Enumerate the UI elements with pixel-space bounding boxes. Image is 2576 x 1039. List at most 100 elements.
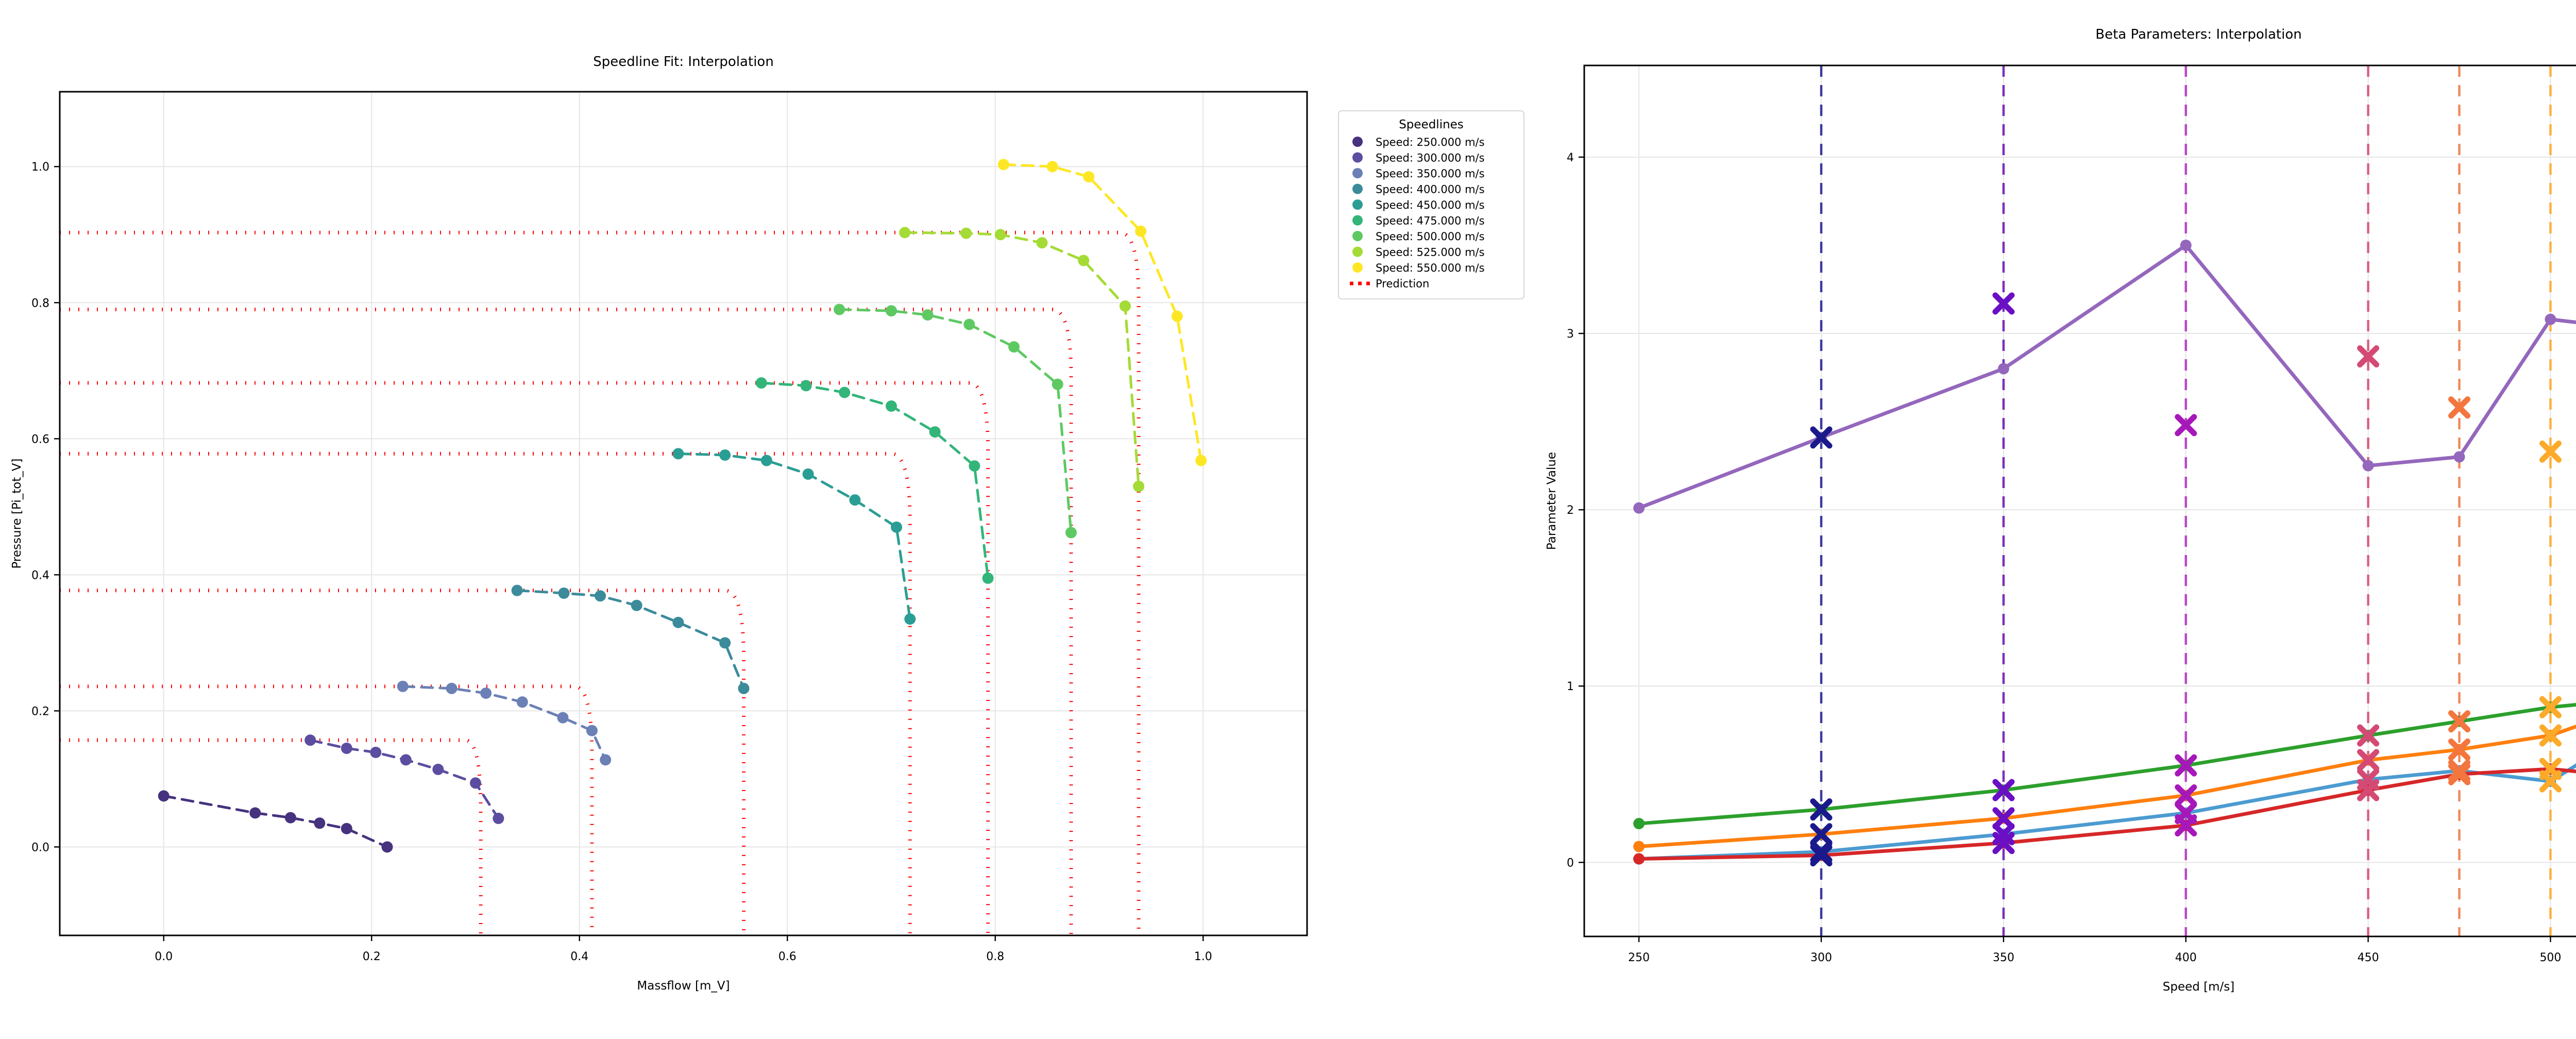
parameter-data-point bbox=[2545, 313, 2556, 325]
speedline-data-point bbox=[1083, 171, 1095, 183]
beta-parameters-plot: 25030035040045050055001234Beta Parameter… bbox=[1545, 27, 2576, 994]
speedline-data-point bbox=[904, 613, 916, 625]
legend-item[interactable]: Speed: 550.000 m/s bbox=[1352, 262, 1485, 274]
speedline-data-point bbox=[760, 455, 772, 466]
legend-item[interactable]: Speed: 400.000 m/s bbox=[1352, 183, 1485, 196]
legend-marker-icon bbox=[1352, 168, 1363, 178]
speedline-data-point bbox=[849, 494, 861, 506]
speedline-data-point bbox=[1195, 455, 1207, 466]
prediction-value-marker bbox=[2357, 724, 2380, 747]
speedline-fit-curve bbox=[1002, 163, 1202, 462]
prediction-value-marker bbox=[1992, 832, 2015, 854]
speedline-fit-plot: 0.0 0.2 0.4 0.6 0.8 1.0 0.0 0.2 0.4 0.6 0.8 1.0 Spee… bbox=[10, 54, 1524, 993]
beta-parameters-panel: 25030035040045050055001234Beta Parameter… bbox=[1538, 0, 2576, 1039]
speedline-data-point bbox=[960, 227, 972, 239]
axis-ticks: 0.0 0.2 0.4 0.6 0.8 1.0 0.0 0.2 0.4 0.6 0.8 1.0 bbox=[31, 161, 1212, 963]
prediction-value-marker bbox=[2448, 710, 2471, 733]
prediction-value-marker bbox=[2448, 763, 2471, 785]
parameter-data-point bbox=[2180, 239, 2192, 251]
speedline-data-point bbox=[284, 812, 296, 824]
prediction-value-marker bbox=[2448, 396, 2471, 419]
speedline-data-point bbox=[800, 380, 812, 392]
speedline-data-point bbox=[1135, 225, 1147, 237]
speedline-data-point bbox=[1065, 527, 1077, 539]
legend-item[interactable]: Prediction bbox=[1350, 278, 1429, 290]
legend-item-label: Speed: 350.000 m/s bbox=[1376, 167, 1485, 180]
speedline-data-point bbox=[899, 227, 911, 239]
x-tick-label: 450 bbox=[2358, 951, 2379, 964]
speedline-data-point bbox=[314, 817, 326, 829]
parameter-data-point bbox=[1633, 841, 1645, 852]
speedline-data-point bbox=[969, 460, 980, 472]
left-y-axis-label: Pressure [Pi_tot_V] bbox=[10, 458, 24, 568]
y-tick-label: 1 bbox=[1567, 680, 1574, 693]
x-tick-label: 350 bbox=[1993, 951, 2014, 964]
speedline-data-point bbox=[886, 305, 897, 317]
speedline-data-point bbox=[755, 377, 767, 389]
prediction-curves bbox=[60, 230, 1141, 935]
prediction-value-marker bbox=[2539, 724, 2562, 747]
speedline-data-point bbox=[341, 742, 352, 754]
speedlines-legend[interactable]: Speedlines Speed: 250.000 m/s Speed: 300.0… bbox=[1338, 110, 1524, 299]
parameter-data-point bbox=[1633, 818, 1645, 830]
y-tick-label: 0.4 bbox=[31, 569, 49, 582]
legend-item-label: Speed: 250.000 m/s bbox=[1376, 136, 1485, 148]
parameter-data-point bbox=[1633, 853, 1645, 865]
speedline-data-point bbox=[1008, 341, 1020, 353]
legend-marker-icon bbox=[1352, 215, 1363, 226]
prediction-value-marker bbox=[1992, 292, 2015, 315]
speedline-data-point bbox=[802, 468, 814, 480]
prediction-value-marker bbox=[2539, 758, 2562, 780]
legend-item-label: Speed: 475.000 m/s bbox=[1376, 215, 1485, 227]
prediction-swatch-icon bbox=[1366, 281, 1370, 286]
legend-item-label: Prediction bbox=[1376, 278, 1429, 290]
y-tick-label: 0 bbox=[1567, 857, 1574, 869]
x-tick-label: 300 bbox=[1810, 951, 1832, 964]
axis-ticks: 25030035040045050055001234 bbox=[1567, 152, 2561, 964]
speedline-data-point bbox=[719, 449, 731, 461]
prediction-value-marker bbox=[1992, 807, 2015, 830]
speedline-data-point bbox=[719, 637, 731, 649]
legend-item[interactable]: Speed: 350.000 m/s bbox=[1352, 167, 1485, 180]
speedline-data-point bbox=[997, 159, 1009, 171]
legend-item[interactable]: Speed: 300.000 m/s bbox=[1352, 152, 1485, 164]
prediction-value-markers bbox=[1810, 292, 2562, 867]
prediction-value-marker bbox=[2357, 345, 2380, 367]
x-tick-label: 500 bbox=[2539, 951, 2561, 964]
legend-item[interactable]: Speed: 450.000 m/s bbox=[1352, 199, 1485, 211]
x-tick-label: 0.2 bbox=[363, 950, 381, 963]
prediction-value-marker bbox=[1992, 779, 2015, 801]
prediction-value-marker bbox=[2539, 440, 2562, 463]
speedline-data-point bbox=[304, 734, 316, 746]
speedline-data-point bbox=[631, 599, 642, 611]
right-y-axis-label: Parameter Value bbox=[1545, 452, 1558, 550]
speedline-data-point bbox=[839, 387, 851, 398]
legend-item[interactable]: Speed: 525.000 m/s bbox=[1352, 246, 1485, 259]
speedline-data-point bbox=[600, 754, 612, 766]
speedline-series bbox=[158, 159, 1207, 853]
prediction-value-marker bbox=[1810, 426, 1833, 449]
speedline-data-point bbox=[672, 448, 684, 460]
prediction-value-marker bbox=[2448, 738, 2471, 761]
x-tick-label: 0.0 bbox=[155, 950, 173, 963]
legend-item[interactable]: Speed: 475.000 m/s bbox=[1352, 215, 1485, 227]
prediction-swatch-icon bbox=[1350, 281, 1353, 286]
y-tick-label: 2 bbox=[1567, 504, 1574, 517]
speedline-data-point bbox=[994, 229, 1006, 241]
speedline-fit-curve bbox=[162, 794, 389, 848]
legend-title: Speedlines bbox=[1399, 118, 1464, 131]
legend-item-label: Speed: 550.000 m/s bbox=[1376, 262, 1485, 274]
speedline-data-point bbox=[158, 790, 170, 802]
plot-area bbox=[60, 92, 1307, 935]
y-tick-label: 0.8 bbox=[31, 297, 49, 310]
speedline-data-point bbox=[341, 823, 352, 834]
legend-item[interactable]: Speed: 500.000 m/s bbox=[1352, 230, 1485, 243]
parameter-data-point bbox=[1997, 363, 2009, 375]
prediction-value-marker bbox=[1810, 844, 1833, 867]
speedline-data-point bbox=[922, 309, 934, 321]
legend-item-label: Speed: 400.000 m/s bbox=[1376, 183, 1485, 196]
parameter-data-point bbox=[2362, 460, 2374, 472]
speedline-data-point bbox=[397, 680, 409, 692]
legend-item[interactable]: Speed: 250.000 m/s bbox=[1352, 136, 1485, 148]
speedline-data-point bbox=[834, 304, 845, 315]
